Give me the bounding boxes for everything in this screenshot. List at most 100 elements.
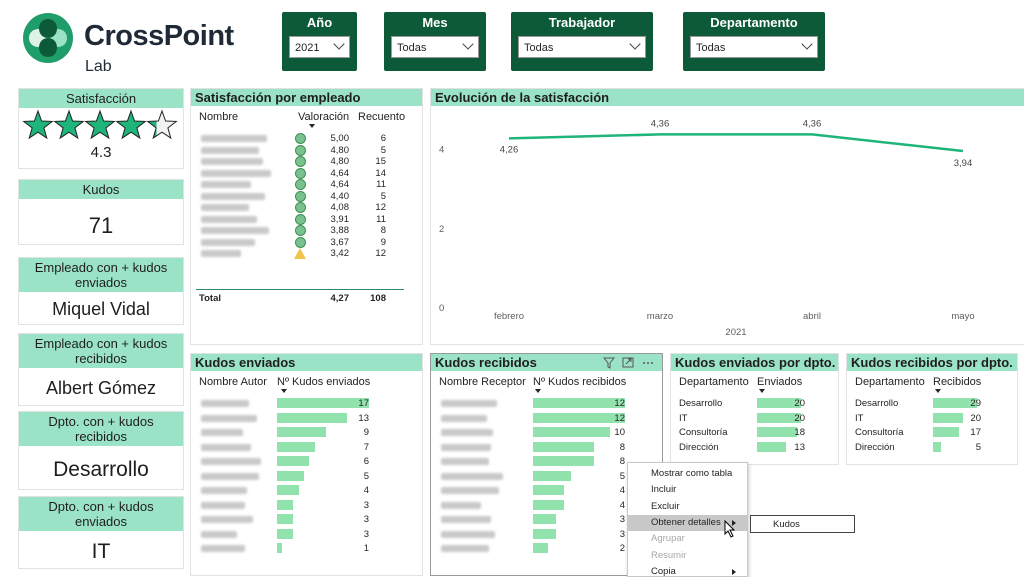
kudos-bar[interactable] xyxy=(533,427,610,437)
department-bar[interactable] xyxy=(757,441,786,452)
month-dropdown[interactable]: Todas xyxy=(391,36,479,58)
kudos-bar[interactable] xyxy=(533,485,564,495)
department-name: IT xyxy=(679,412,688,424)
focus-mode-icon[interactable] xyxy=(622,357,634,368)
menu-item-label: Excluir xyxy=(651,500,680,512)
kudos-sent-table[interactable]: Kudos enviados Nombre Autor Nº Kudos env… xyxy=(190,353,423,576)
kudos-value: 3 xyxy=(363,528,369,540)
redacted-name xyxy=(441,516,491,523)
department-name: Dirección xyxy=(855,441,895,453)
department-bar[interactable] xyxy=(757,412,801,423)
column-header-kudos-received[interactable]: Nº Kudos recibidos xyxy=(533,376,627,388)
menu-item-copia[interactable]: Copia xyxy=(628,564,748,577)
department-dropdown[interactable]: Todas xyxy=(690,36,818,58)
submenu-item-kudos[interactable]: Kudos xyxy=(750,515,855,533)
department-bar[interactable] xyxy=(757,427,797,437)
kudos-bar[interactable] xyxy=(533,499,564,510)
department-value: 17 xyxy=(970,427,981,438)
kudos-bar[interactable] xyxy=(277,543,282,553)
kudos-value: 3 xyxy=(363,514,369,525)
menu-item-incluir[interactable]: Incluir xyxy=(628,482,748,498)
department-bar[interactable] xyxy=(933,441,941,452)
kudos-value: 4 xyxy=(619,485,625,496)
card-satisfaction[interactable]: Satisfacción 4.3 xyxy=(18,88,184,169)
menu-item-obtener-detalles[interactable]: Obtener detalles xyxy=(628,514,748,531)
department-bar[interactable] xyxy=(757,398,801,408)
menu-item-label: Resumir xyxy=(651,549,687,561)
kudos-bar[interactable] xyxy=(277,412,347,423)
kudos-bar[interactable] xyxy=(533,543,548,553)
kudos-bar[interactable] xyxy=(277,456,309,466)
rating-value: 3,42 xyxy=(330,248,350,259)
column-header-sent[interactable]: Enviados xyxy=(757,376,803,388)
rating-value: 3,67 xyxy=(330,236,350,248)
redacted-name xyxy=(201,169,271,177)
card-kudos[interactable]: Kudos 71 xyxy=(18,179,184,245)
sort-desc-icon xyxy=(535,389,541,393)
year-dropdown[interactable]: 2021 xyxy=(289,36,350,58)
department-bar[interactable] xyxy=(933,427,959,437)
card-top-receiver[interactable]: Empleado con + kudos recibidos Albert Gó… xyxy=(18,333,184,406)
card-top-sender[interactable]: Empleado con + kudos enviados Miquel Vid… xyxy=(18,257,184,325)
column-header-department[interactable]: Departamento xyxy=(855,376,925,388)
department-value: 5 xyxy=(975,441,981,453)
kudos-bar[interactable] xyxy=(277,514,293,524)
kudos-bar[interactable] xyxy=(533,398,625,408)
kudos-bar[interactable] xyxy=(533,441,594,452)
kudos-bar[interactable] xyxy=(277,470,304,481)
column-header-kudos-sent[interactable]: Nº Kudos enviados xyxy=(277,376,371,388)
kudos-bar[interactable] xyxy=(533,470,571,481)
department-bar[interactable] xyxy=(933,398,977,408)
department-value: 18 xyxy=(794,427,805,438)
column-header-rating[interactable]: Valoración xyxy=(298,111,350,123)
menu-item-mostrar-como-tabla[interactable]: Mostrar como tabla xyxy=(628,466,748,482)
dept-sent-table[interactable]: Kudos enviados por dpto. Departamento En… xyxy=(670,353,839,465)
kudos-value: 8 xyxy=(619,456,625,467)
kudos-value: 4 xyxy=(363,485,369,496)
card-value: Albert Gómez xyxy=(45,378,157,398)
department-bar[interactable] xyxy=(933,412,963,423)
kudos-bar[interactable] xyxy=(277,485,299,495)
kudos-bar[interactable] xyxy=(533,456,594,466)
column-header-author[interactable]: Nombre Autor xyxy=(199,376,267,388)
count-value: 5 xyxy=(380,190,386,202)
redacted-name xyxy=(441,429,493,436)
count-value: 12 xyxy=(375,202,386,213)
column-header-count[interactable]: Recuento xyxy=(358,111,406,123)
kudos-received-table[interactable]: Kudos recibidos Nombre Receptor Nº Kudos… xyxy=(430,353,663,576)
card-dept-received[interactable]: Dpto. con + kudos recibidos Desarrollo xyxy=(18,411,184,490)
dept-received-table[interactable]: Kudos recibidos por dpto. Departamento R… xyxy=(846,353,1018,465)
card-value: 4.3 xyxy=(90,144,112,161)
department-value: 20 xyxy=(794,412,805,424)
column-header-name[interactable]: Nombre xyxy=(199,111,239,123)
column-header-received[interactable]: Recibidos xyxy=(933,376,982,388)
more-options-icon[interactable] xyxy=(643,362,653,364)
kudos-bar[interactable] xyxy=(277,441,315,452)
satisfaction-table[interactable]: Satisfacción por empleado Nombre Valorac… xyxy=(190,88,423,345)
column-header-receiver[interactable]: Nombre Receptor xyxy=(439,376,526,388)
kudos-bar[interactable] xyxy=(277,398,369,408)
kudos-bar[interactable] xyxy=(277,499,293,510)
crosspoint-logo-icon xyxy=(23,13,73,63)
visual-title: Evolución de la satisfacción xyxy=(431,89,1024,106)
redacted-name xyxy=(441,487,499,494)
kudos-bar[interactable] xyxy=(533,514,556,524)
kudos-bar[interactable] xyxy=(533,528,556,539)
satisfaction-evolution-chart[interactable]: Evolución de la satisfacción 0 2 4 4,26 4,36… xyxy=(430,88,1024,345)
dropdown-value: Todas xyxy=(397,42,427,54)
star-icon xyxy=(115,109,147,140)
menu-item-excluir[interactable]: Excluir xyxy=(628,499,748,515)
card-dept-sent[interactable]: Dpto. con + kudos enviados IT xyxy=(18,496,184,569)
kudos-bar[interactable] xyxy=(277,427,326,437)
satisfaction-line[interactable] xyxy=(508,133,964,153)
kudos-bar[interactable] xyxy=(533,412,625,423)
menu-item-label: Agrupar xyxy=(651,533,685,545)
redacted-name xyxy=(201,204,249,211)
data-label: 4,36 xyxy=(651,118,670,129)
department-value: 20 xyxy=(970,412,981,424)
worker-dropdown[interactable]: Todas xyxy=(518,36,646,58)
column-header-department[interactable]: Departamento xyxy=(679,376,749,388)
department-name: IT xyxy=(855,412,864,424)
kudos-bar[interactable] xyxy=(277,528,293,539)
filter-icon[interactable] xyxy=(602,357,616,369)
